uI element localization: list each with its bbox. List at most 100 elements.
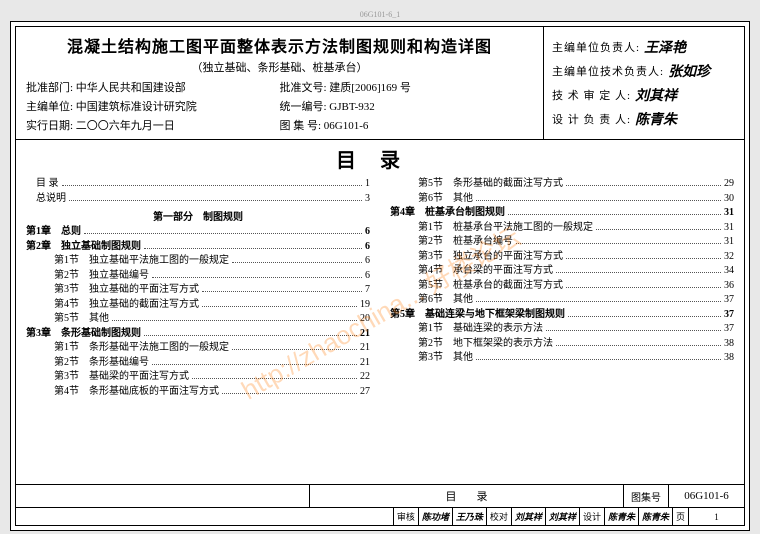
toc-dots [84,233,362,234]
signature-row: 主编单位技术负责人:张如珍 [552,61,736,81]
toc-label: 第1章 总则 [26,225,81,240]
toc-label: 第3章 条形基础制图规则 [26,327,141,342]
toc-label: 总说明 [36,192,66,207]
doc-subtitle: （独立基础、条形基础、桩基承台） [26,59,533,75]
toc-label: 第1节 桩基承台平法施工图的一般规定 [418,221,593,236]
toc-line: 第5节 其他20 [26,312,370,327]
toc-line: 第2章 独立基础制图规则6 [26,240,370,255]
toc-dots [112,320,357,321]
footer-val: 王乃珠 [453,508,487,525]
signature-value: 张如珍 [668,61,710,81]
toc-page: 7 [365,283,370,298]
toc-page: 30 [724,192,734,207]
toc-dots [476,200,721,201]
toc-dots [566,258,721,259]
header-left: 混凝土结构施工图平面整体表示方法制图规则和构造详图 （独立基础、条形基础、桩基承… [16,27,544,139]
toc-line: 第3节 其他38 [390,351,734,366]
toc-dots [69,200,362,201]
signature-value: 刘其祥 [635,85,677,105]
header: 混凝土结构施工图平面整体表示方法制图规则和构造详图 （独立基础、条形基础、桩基承… [16,27,744,140]
toc-label: 第4节 承台梁的平面注写方式 [418,264,553,279]
toc-label: 第3节 独立基础的平面注写方式 [54,283,199,298]
toc-label: 第6节 其他 [418,293,473,308]
footer: 目录 图集号 06G101-6 审核陈功堵王乃珠校对刘其祥刘其祥设计陈青朱陈青朱… [16,484,744,525]
toc-column-right: 第5节 条形基础的截面注写方式29第6节 其他30第4章 桩基承台制图规则31第… [390,177,734,422]
toc-page: 32 [724,250,734,265]
toc-dots [566,185,721,186]
footer-val: 刘其祥 [546,508,580,525]
signature-label: 主编单位技术负责人: [552,63,664,79]
toc-page: 3 [365,192,370,207]
toc-dots [202,306,357,307]
footer-code-label: 图集号 [624,485,669,507]
toc-dots [232,262,362,263]
footer-key: 页 [673,508,689,525]
toc-line: 第4节 独立基础的截面注写方式19 [26,298,370,313]
toc-label: 第1节 基础连梁的表示方法 [418,322,543,337]
signature-row: 设 计 负 责 人:陈青朱 [552,109,736,129]
footer-val: 陈青朱 [605,508,639,525]
toc-line: 第4章 桩基承台制图规则31 [390,206,734,221]
toc-line: 第6节 其他 30 [390,192,734,207]
page-code-top: 06G101-6_1 [10,10,750,19]
toc-label: 第2节 条形基础编号 [54,356,149,371]
meta-left: 批准部门: 中华人民共和国建设部 [26,79,280,95]
meta-left: 实行日期: 二〇〇六年九月一日 [26,117,280,133]
toc-title: 目录 [26,144,734,173]
toc-label: 第2章 独立基础制图规则 [26,240,141,255]
footer-val: 1 [689,508,744,525]
signature-label: 设 计 负 责 人: [552,111,631,127]
toc-line: 目 录1 [26,177,370,192]
toc-dots [476,301,721,302]
toc-line: 第2节 条形基础编号 21 [26,356,370,371]
signature-value: 王泽艳 [644,37,686,57]
toc-part-heading: 第一部分 制图规则 [26,208,370,223]
outer-frame: 混凝土结构施工图平面整体表示方法制图规则和构造详图 （独立基础、条形基础、桩基承… [10,21,750,531]
toc-dots [62,185,363,186]
toc-label: 第2节 独立基础编号 [54,269,149,284]
footer-val: 陈青朱 [639,508,673,525]
toc-line: 第3章 条形基础制图规则 21 [26,327,370,342]
footer-val: 刘其祥 [512,508,546,525]
doc-title: 混凝土结构施工图平面整体表示方法制图规则和构造详图 [26,33,533,57]
meta-left: 主编单位: 中国建筑标准设计研究院 [26,98,280,114]
footer-title: 目录 [310,485,624,507]
toc-line: 第2节 地下框架梁的表示方法38 [390,337,734,352]
signature-row: 主编单位负责人:王泽艳 [552,37,736,57]
toc-line: 第1节 桩基承台平法施工图的一般规定 31 [390,221,734,236]
toc-label: 第1节 条形基础平法施工图的一般规定 [54,341,229,356]
toc-line: 第3节 基础梁的平面注写方式22 [26,370,370,385]
toc-page: 21 [360,327,370,342]
toc-dots [232,349,357,350]
toc-dots [192,378,357,379]
toc-line: 第2节 独立基础编号6 [26,269,370,284]
footer-val: 陈功堵 [419,508,453,525]
toc-dots [222,393,357,394]
footer-key: 校对 [487,508,512,525]
toc-dots [152,277,362,278]
meta-row: 主编单位: 中国建筑标准设计研究院统一编号: GJBT-932 [26,98,533,114]
toc-page: 21 [360,356,370,371]
toc-line: 第1节 基础连梁的表示方法37 [390,322,734,337]
footer-key: 审核 [394,508,419,525]
toc-page: 31 [724,221,734,236]
toc-page: 38 [724,337,734,352]
toc-line: 第3节 独立基础的平面注写方式 7 [26,283,370,298]
meta-right: 批准文号: 建质[2006]169 号 [280,79,534,95]
toc-label: 第1节 独立基础平法施工图的一般规定 [54,254,229,269]
toc-label: 第3节 基础梁的平面注写方式 [54,370,189,385]
toc-page: 34 [724,264,734,279]
signature-value: 陈青朱 [635,109,677,129]
toc-line: 第4节 承台梁的平面注写方式 34 [390,264,734,279]
toc-column-left: 目 录1总说明3第一部分 制图规则第1章 总则6第2章 独立基础制图规则6第1节… [26,177,370,422]
toc-dots [202,291,362,292]
toc-label: 第4节 独立基础的截面注写方式 [54,298,199,313]
inner-frame: 混凝土结构施工图平面整体表示方法制图规则和构造详图 （独立基础、条形基础、桩基承… [15,26,745,526]
toc-label: 第6节 其他 [418,192,473,207]
toc-page: 36 [724,279,734,294]
toc-line: 第2节 桩基承台编号31 [390,235,734,250]
toc-dots [556,345,721,346]
toc-dots [596,229,721,230]
toc-line: 总说明 3 [26,192,370,207]
meta-row: 实行日期: 二〇〇六年九月一日图 集 号: 06G101-6 [26,117,533,133]
